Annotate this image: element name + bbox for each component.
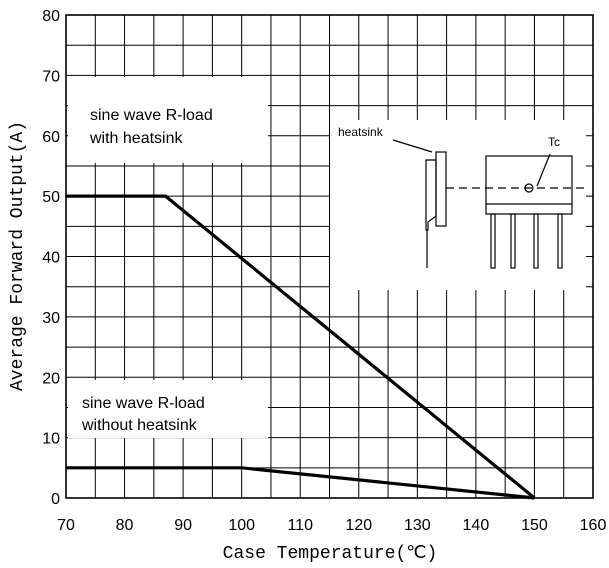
y-tick-label: 20 bbox=[42, 370, 60, 387]
y-tick-label: 0 bbox=[51, 491, 60, 508]
x-tick-label: 110 bbox=[287, 517, 313, 534]
y-axis-title: Average Forward Output(A) bbox=[8, 121, 28, 391]
inset-box bbox=[330, 120, 586, 290]
annotation-without-heatsink-line2: without heatsink bbox=[81, 417, 198, 434]
annotation-box-without-heatsink bbox=[68, 380, 268, 438]
package-side bbox=[425, 159, 437, 231]
y-tick-label: 70 bbox=[42, 68, 60, 85]
inset-heatsink-label: heatsink bbox=[338, 125, 384, 139]
heatsink-leader-line bbox=[392, 139, 433, 153]
y-tick-label: 40 bbox=[42, 250, 60, 267]
x-axis-title: Case Temperature(℃) bbox=[223, 544, 438, 564]
x-tick-label: 120 bbox=[345, 517, 372, 534]
tc-leader-line bbox=[536, 153, 551, 187]
annotation-with-heatsink-line2: with heatsink bbox=[89, 130, 183, 147]
lead-4 bbox=[557, 213, 563, 269]
tc-point-circle bbox=[524, 183, 534, 193]
lead-3 bbox=[533, 213, 539, 269]
inset-tc-label: Tc bbox=[548, 135, 560, 149]
x-tick-label: 80 bbox=[116, 517, 134, 534]
plot-frame bbox=[65, 14, 594, 499]
x-tick-label: 150 bbox=[521, 517, 548, 534]
y-tick-label: 10 bbox=[42, 431, 60, 448]
y-tick-label: 60 bbox=[42, 129, 60, 146]
x-tick-label: 130 bbox=[404, 517, 431, 534]
series-group bbox=[66, 194, 536, 500]
series-line-2 bbox=[66, 466, 535, 500]
front-leads bbox=[490, 213, 563, 269]
annotation-box-with-heatsink bbox=[68, 77, 268, 163]
y-tick-label: 30 bbox=[42, 310, 60, 327]
x-tick-label: 70 bbox=[57, 517, 75, 534]
package-front bbox=[485, 155, 573, 215]
y-tick-label: 50 bbox=[42, 189, 60, 206]
lead-1 bbox=[490, 213, 496, 269]
x-tick-label: 160 bbox=[580, 517, 607, 534]
x-tick-label: 140 bbox=[463, 517, 490, 534]
y-tick-label: 80 bbox=[42, 8, 60, 25]
annotation-with-heatsink-line1: sine wave R-load bbox=[90, 107, 213, 124]
x-tick-label: 90 bbox=[174, 517, 192, 534]
inset-diagram: heatsink Tc bbox=[338, 125, 586, 269]
series-line-1 bbox=[66, 194, 536, 500]
annotation-without-heatsink-line1: sine wave R-load bbox=[82, 395, 205, 412]
x-tick-label: 100 bbox=[228, 517, 255, 534]
tick-labels: 70 80 90 100 110 120 130 140 150 160 0 10 20 30 40 50 60… bbox=[42, 8, 606, 534]
lead-2 bbox=[510, 213, 516, 269]
